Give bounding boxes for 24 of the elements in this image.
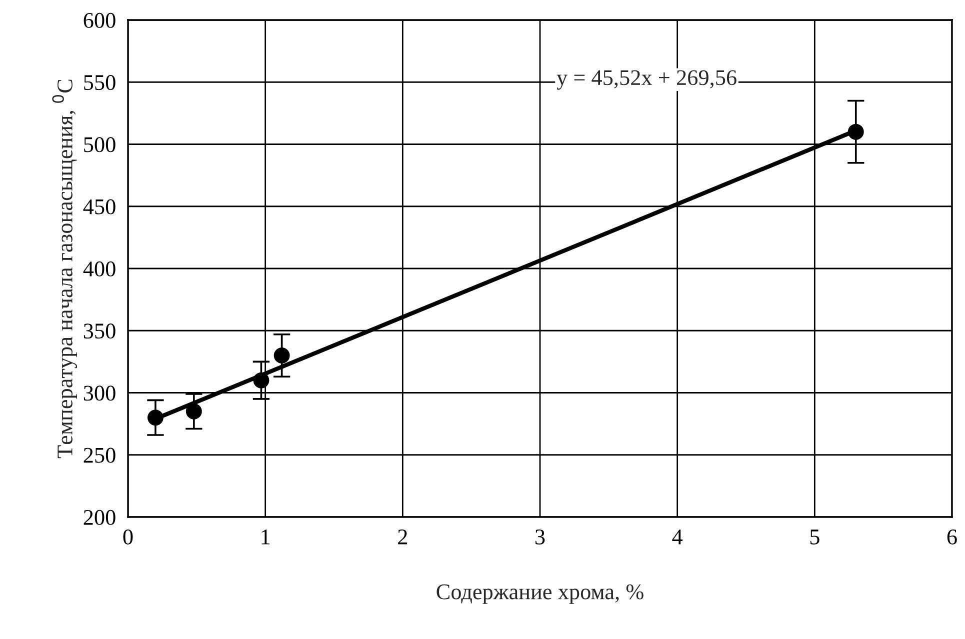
x-tick-label: 4	[672, 530, 683, 544]
annotation: y = 45,52x + 269,56	[556, 70, 736, 90]
point	[186, 403, 202, 420]
y-tick-label: 450	[83, 199, 116, 214]
point	[147, 410, 164, 426]
x-tick-label: 1	[262, 530, 270, 544]
y-tick-label: 200	[84, 510, 116, 525]
point	[848, 124, 864, 140]
point	[274, 347, 290, 364]
x-tick-label: 2	[398, 530, 407, 544]
y-axis-title: Температура начала газонасыщения, $^{0}$C	[52, 80, 78, 458]
y-tick-label: 400	[83, 261, 116, 276]
x-tick-label: 6	[947, 530, 957, 544]
y-tick-label: 550	[84, 75, 116, 90]
point	[253, 372, 270, 388]
y-tick-label: 500	[84, 137, 116, 152]
y-tick-label: 250	[84, 448, 116, 463]
x-tick-label: 5	[810, 530, 820, 544]
x-axis-title: Содержание хрома, %	[436, 584, 644, 604]
y-tick-label: 300	[84, 386, 116, 401]
x-tick-label: 3	[536, 530, 545, 544]
y-tick-label: 600	[84, 12, 116, 28]
y-tick-label: 350	[84, 324, 116, 339]
x-tick-label: 0	[123, 529, 133, 544]
